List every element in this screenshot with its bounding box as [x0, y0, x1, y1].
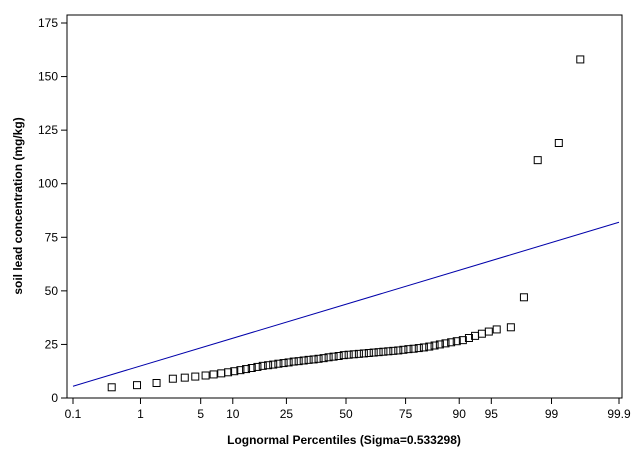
- y-axis-title: soil lead concentration (mg/kg): [11, 117, 25, 294]
- y-tick-label: 100: [38, 177, 58, 191]
- data-point: [329, 352, 338, 361]
- data-point: [168, 374, 177, 383]
- x-tick-label: 50: [339, 407, 353, 421]
- x-tick-label: 1: [137, 407, 144, 421]
- data-point: [294, 357, 303, 366]
- data-point: [133, 381, 142, 390]
- x-axis: 0.1 1 5 10 25 50 75 90 95 99 99.9: [65, 398, 631, 421]
- data-point: [576, 55, 585, 64]
- y-tick-label: 25: [45, 337, 59, 351]
- data-point: [152, 379, 161, 387]
- x-tick-label: 0.1: [65, 407, 82, 421]
- data-point: [464, 334, 473, 342]
- data-point: [409, 344, 418, 353]
- data-point: [394, 346, 403, 355]
- data-point: [533, 156, 542, 165]
- x-tick-label: 5: [197, 407, 204, 421]
- y-tick-label: 50: [45, 284, 59, 298]
- data-point: [379, 347, 388, 356]
- data-point: [374, 348, 383, 357]
- data-point: [359, 349, 368, 358]
- data-point: [519, 293, 528, 302]
- y-tick-label: 0: [51, 391, 58, 405]
- data-point: [191, 372, 200, 381]
- data-point: [458, 336, 467, 345]
- data-point: [253, 362, 262, 371]
- y-tick-label: 175: [38, 16, 58, 30]
- data-point: [484, 327, 493, 336]
- x-tick-label: 99.9: [607, 407, 631, 421]
- data-point: [304, 355, 313, 364]
- x-tick-label: 75: [399, 407, 413, 421]
- data-point: [274, 359, 283, 368]
- data-point: [242, 365, 251, 374]
- data-point: [258, 361, 267, 370]
- data-point: [447, 338, 456, 347]
- data-point: [506, 323, 515, 332]
- data-point: [369, 348, 378, 357]
- data-point: [344, 350, 353, 359]
- data-point: [230, 367, 239, 376]
- data-point: [384, 347, 393, 356]
- x-tick-label: 99: [545, 407, 559, 421]
- data-point: [554, 139, 563, 147]
- data-point: [264, 361, 273, 370]
- fit-line: [72, 221, 620, 387]
- data-point: [452, 337, 461, 346]
- data-point: [364, 349, 373, 357]
- data-point: [404, 345, 413, 354]
- data-point: [247, 364, 256, 372]
- plot-area-frame: [66, 14, 623, 399]
- data-point: [236, 366, 245, 375]
- data-point: [224, 368, 233, 377]
- data-point: [217, 369, 226, 378]
- data-point: [319, 354, 328, 363]
- data-point: [180, 373, 189, 382]
- x-tick-label: 25: [280, 407, 294, 421]
- data-point: [425, 342, 434, 351]
- data-point: [419, 343, 428, 352]
- data-point: [430, 341, 439, 350]
- data-point: [414, 344, 423, 353]
- data-point: [284, 358, 293, 367]
- data-point: [435, 340, 444, 349]
- x-axis-title: Lognormal Percentiles (Sigma=0.533298): [227, 433, 461, 447]
- data-point: [209, 370, 218, 379]
- y-tick-label: 150: [38, 70, 58, 84]
- x-tick-label: 95: [485, 407, 499, 421]
- data-point: [399, 345, 408, 354]
- data-point: [279, 359, 288, 368]
- y-axis: 0 25 50 75 100 125 150 175: [38, 16, 67, 405]
- data-point: [389, 346, 398, 355]
- data-point: [441, 339, 450, 348]
- data-point: [269, 360, 278, 369]
- y-tick-label: 125: [38, 123, 58, 137]
- data-point: [201, 371, 210, 380]
- data-point: [299, 356, 308, 365]
- data-point: [314, 354, 323, 363]
- data-point: [309, 355, 318, 364]
- data-point: [289, 357, 298, 366]
- data-points: [107, 55, 585, 392]
- data-point: [339, 351, 348, 360]
- data-point: [107, 383, 116, 392]
- x-tick-label: 90: [453, 407, 467, 421]
- x-tick-label: 10: [226, 407, 240, 421]
- data-point: [334, 352, 343, 360]
- data-point: [492, 325, 501, 334]
- data-point: [477, 329, 486, 338]
- y-tick-label: 75: [45, 230, 59, 244]
- data-point: [324, 353, 333, 362]
- data-point: [354, 349, 363, 358]
- data-point: [349, 350, 358, 359]
